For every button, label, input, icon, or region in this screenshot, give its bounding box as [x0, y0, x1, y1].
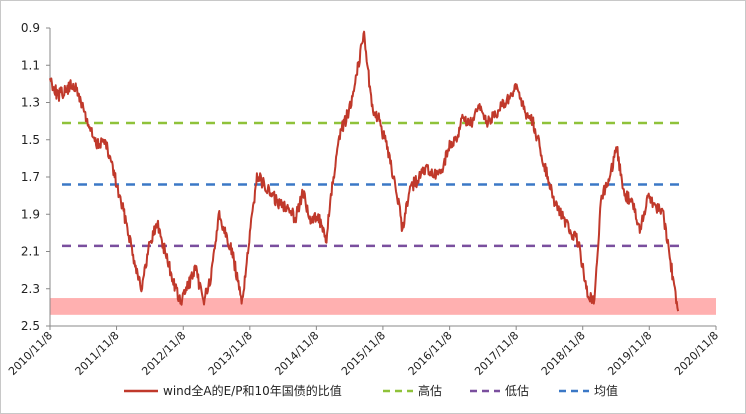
- legend-mean-label: 均值: [594, 383, 618, 398]
- legend-low-label: 低估: [505, 384, 529, 398]
- x-tick-label: 2011/11/8: [73, 329, 122, 378]
- y-tick-label: 2.1: [21, 245, 40, 259]
- x-tick-label: 2018/11/8: [539, 329, 588, 378]
- y-tick-label: 1.1: [21, 58, 40, 72]
- series-layer: [49, 30, 680, 312]
- y-tick-label: 1.3: [21, 96, 40, 110]
- y-tick-label: 1.9: [21, 207, 40, 221]
- x-tick-label: 2017/11/8: [472, 329, 521, 378]
- x-tick-label: 2013/11/8: [206, 329, 255, 378]
- x-tick-label: 2015/11/8: [339, 329, 388, 378]
- x-tick-label: 2010/11/8: [6, 329, 55, 378]
- y-tick-label: 1.7: [21, 170, 40, 184]
- y-tick-label: 0.9: [21, 21, 40, 35]
- y-tick-label: 2.3: [21, 282, 40, 296]
- x-tick-label: 2020/11/8: [672, 329, 721, 378]
- x-tick-label: 2014/11/8: [272, 329, 321, 378]
- legend-main-label: wind全A的E/P和10年国债的比值: [163, 383, 342, 398]
- x-tick-label: 2016/11/8: [406, 329, 455, 378]
- x-tick-label: 2012/11/8: [139, 329, 188, 378]
- shaded-band-layer: [50, 298, 716, 315]
- legend: wind全A的E/P和10年国债的比值 高估 低估 均值: [124, 383, 618, 398]
- y-tick-label: 1.5: [21, 133, 40, 147]
- x-tick-label: 2019/11/8: [605, 329, 654, 378]
- shaded-band: [50, 298, 716, 315]
- legend-high-label: 高估: [418, 383, 442, 398]
- y-tick-label: 2.5: [21, 319, 40, 333]
- series-line-main: [49, 30, 680, 312]
